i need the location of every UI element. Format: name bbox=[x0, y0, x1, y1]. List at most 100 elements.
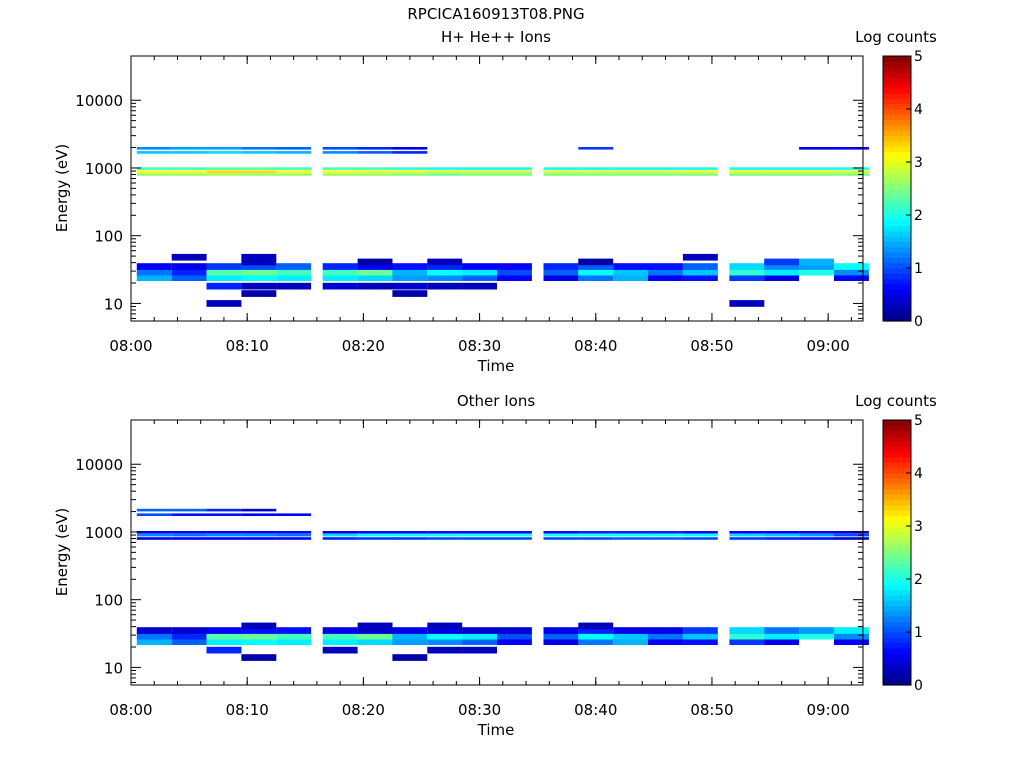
colorbar-segment bbox=[883, 647, 911, 654]
heatmap-cell bbox=[357, 533, 393, 537]
colorbar: 0 1 2 3 4 5 bbox=[882, 413, 923, 694]
heatmap-cell bbox=[171, 253, 207, 261]
colorbar-segment bbox=[883, 568, 911, 575]
heatmap-cell bbox=[497, 263, 532, 270]
figure-title: RPCICA160913T08.PNG bbox=[407, 5, 584, 23]
heatmap-cell bbox=[241, 253, 277, 261]
heatmap-cell bbox=[834, 167, 869, 170]
x-tick-label: 08:00 bbox=[109, 701, 152, 719]
heatmap-cell bbox=[729, 533, 765, 537]
heatmap-cell bbox=[171, 147, 207, 150]
heatmap-cell bbox=[427, 638, 463, 645]
heatmap-cell bbox=[682, 263, 718, 270]
heatmap-cell bbox=[357, 638, 393, 645]
heatmap-cell bbox=[322, 151, 358, 154]
heatmap-cell bbox=[357, 632, 393, 640]
y-tick-label: 10000 bbox=[75, 92, 123, 110]
heatmap-cell bbox=[834, 173, 869, 176]
heatmap-cell bbox=[241, 537, 277, 540]
colorbar-segment bbox=[883, 499, 911, 506]
x-tick-label: 08:10 bbox=[226, 337, 269, 355]
heatmap-cell bbox=[427, 263, 463, 270]
heatmap-cells bbox=[136, 147, 869, 307]
heatmap-cell bbox=[682, 170, 718, 173]
heatmap-cell bbox=[276, 173, 312, 176]
heatmap-cell bbox=[322, 537, 358, 540]
heatmap-cell bbox=[136, 170, 172, 173]
x-tick-label: 08:30 bbox=[458, 337, 501, 355]
heatmap-cell bbox=[171, 638, 207, 645]
heatmap-cell bbox=[578, 531, 614, 534]
heatmap-cell bbox=[578, 632, 614, 640]
heatmap-cell bbox=[834, 268, 869, 276]
colorbar-segment bbox=[883, 552, 911, 559]
colorbar-segment bbox=[883, 594, 911, 601]
heatmap-cell bbox=[578, 263, 614, 270]
heatmap-cell bbox=[322, 646, 358, 654]
heatmap-cell bbox=[136, 632, 172, 640]
heatmap-cell bbox=[357, 167, 393, 170]
heatmap-cell bbox=[427, 533, 463, 537]
y-tick-label: 1000 bbox=[85, 160, 123, 178]
heatmap-cell bbox=[206, 147, 242, 150]
colorbar-tick-label: 0 bbox=[914, 314, 923, 330]
heatmap-cell bbox=[462, 537, 497, 540]
heatmap-cell bbox=[241, 638, 277, 645]
colorbar-segment bbox=[883, 305, 911, 311]
colorbar-segment bbox=[883, 167, 911, 174]
heatmap-cell bbox=[171, 268, 207, 276]
heatmap-cell bbox=[764, 531, 800, 534]
heatmap-cell bbox=[322, 533, 358, 537]
colorbar-segment bbox=[883, 257, 911, 264]
colorbar-segment bbox=[883, 289, 911, 296]
heatmap-cell bbox=[276, 533, 312, 537]
plot-frame bbox=[130, 419, 864, 686]
heatmap-cell bbox=[729, 167, 765, 170]
heatmap-cell bbox=[682, 627, 718, 634]
heatmap-cell bbox=[276, 638, 312, 645]
colorbar-segment bbox=[883, 130, 911, 137]
heatmap-cell bbox=[682, 253, 718, 261]
colorbar-segment bbox=[883, 642, 911, 649]
heatmap-cell bbox=[276, 167, 312, 170]
heatmap-cell bbox=[171, 537, 207, 540]
panel-title: H+ He++ Ions bbox=[441, 28, 551, 46]
colorbar-segment bbox=[883, 674, 911, 681]
heatmap-cell bbox=[613, 274, 649, 281]
heatmap-cell bbox=[206, 173, 242, 176]
colorbar-segment bbox=[883, 573, 911, 580]
heatmap-cell bbox=[206, 646, 242, 654]
colorbar-segment bbox=[883, 77, 911, 84]
heatmap-cell bbox=[764, 268, 800, 276]
colorbar-segment bbox=[883, 610, 911, 617]
heatmap-cell bbox=[613, 167, 649, 170]
colorbar-segment bbox=[883, 589, 911, 596]
heatmap-cell bbox=[648, 537, 683, 540]
heatmap-cell bbox=[427, 170, 463, 173]
colorbar-segment bbox=[883, 220, 911, 227]
heatmap-cell bbox=[322, 147, 358, 150]
colorbar-segment bbox=[883, 605, 911, 612]
heatmap-cell bbox=[206, 638, 242, 645]
heatmap-cell bbox=[462, 638, 497, 645]
heatmap-cell bbox=[648, 638, 683, 645]
colorbar-segment bbox=[883, 183, 911, 190]
heatmap-cell bbox=[276, 170, 312, 173]
heatmap-cell bbox=[648, 274, 683, 281]
heatmap-cell bbox=[276, 531, 312, 534]
heatmap-cell bbox=[799, 632, 834, 640]
heatmap-cell bbox=[799, 537, 834, 540]
heatmap-cell bbox=[322, 282, 358, 290]
heatmap-cell bbox=[613, 537, 649, 540]
heatmap-cell bbox=[497, 638, 532, 645]
heatmap-cell bbox=[136, 268, 172, 276]
heatmap-cell bbox=[497, 627, 532, 634]
heatmap-cell bbox=[799, 533, 834, 537]
x-tick-label: 08:40 bbox=[574, 337, 617, 355]
heatmap-cell bbox=[799, 268, 834, 276]
heatmap-cell bbox=[241, 533, 277, 537]
heatmap-cell bbox=[427, 531, 463, 534]
y-tick-label: 10000 bbox=[75, 456, 123, 474]
colorbar-segment bbox=[883, 156, 911, 163]
